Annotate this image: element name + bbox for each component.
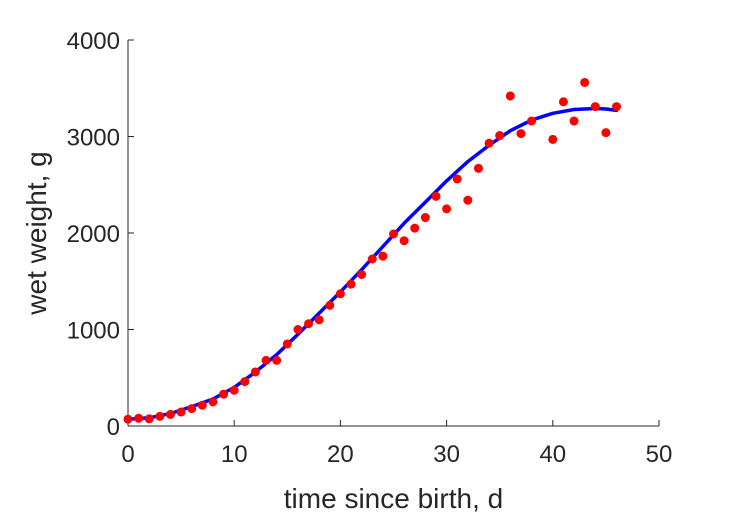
y-tick-label: 1000 bbox=[67, 318, 120, 345]
y-tick-label: 0 bbox=[107, 414, 120, 441]
data-point bbox=[484, 138, 494, 148]
x-axis-label: time since birth, d bbox=[284, 483, 503, 514]
y-tick-label: 3000 bbox=[67, 125, 120, 152]
data-point bbox=[134, 413, 144, 423]
data-point bbox=[219, 389, 229, 399]
data-point bbox=[304, 319, 314, 329]
data-point bbox=[420, 213, 430, 223]
data-point bbox=[325, 300, 335, 310]
data-point bbox=[229, 385, 239, 395]
data-point bbox=[123, 414, 133, 424]
data-point bbox=[335, 289, 345, 299]
data-point bbox=[558, 97, 568, 107]
data-point bbox=[378, 251, 388, 261]
x-tick-label: 40 bbox=[539, 441, 566, 468]
data-point bbox=[367, 254, 377, 264]
data-point bbox=[463, 195, 473, 205]
fit-curve bbox=[126, 106, 619, 421]
data-point bbox=[590, 102, 600, 112]
data-point bbox=[548, 134, 558, 144]
data-point bbox=[208, 397, 218, 407]
data-point bbox=[389, 229, 398, 239]
data-point bbox=[293, 325, 303, 334]
data-point bbox=[165, 409, 175, 419]
y-tick-label: 2000 bbox=[67, 221, 120, 248]
data-point bbox=[197, 400, 207, 410]
data-point bbox=[516, 129, 526, 139]
data-point bbox=[176, 407, 186, 417]
data-point bbox=[399, 236, 409, 246]
data-point bbox=[410, 223, 420, 233]
data-point bbox=[261, 355, 271, 365]
x-tick-label: 50 bbox=[646, 441, 673, 468]
data-points-layer bbox=[123, 77, 622, 424]
data-point bbox=[272, 355, 282, 365]
data-point bbox=[144, 414, 154, 424]
data-point bbox=[452, 174, 462, 184]
data-point bbox=[357, 269, 367, 279]
data-point bbox=[612, 102, 622, 112]
x-tick-label: 0 bbox=[121, 441, 134, 468]
data-point bbox=[580, 77, 590, 87]
data-point bbox=[155, 411, 165, 421]
data-point bbox=[240, 377, 250, 387]
data-point bbox=[282, 339, 292, 349]
data-point bbox=[505, 91, 515, 101]
y-axis-ticks: 0 1000 2000 3000 4000 bbox=[67, 28, 134, 441]
data-point bbox=[442, 204, 452, 214]
data-point bbox=[569, 116, 579, 126]
data-point bbox=[495, 131, 505, 141]
data-point bbox=[314, 315, 324, 325]
data-point bbox=[250, 367, 260, 377]
data-point bbox=[473, 163, 483, 173]
x-tick-label: 30 bbox=[433, 441, 460, 468]
x-axis-ticks: 0 10 20 30 40 50 bbox=[121, 420, 672, 468]
data-point bbox=[346, 279, 356, 289]
x-tick-label: 20 bbox=[327, 441, 354, 468]
x-tick-label: 10 bbox=[221, 441, 248, 468]
fit-curve-layer bbox=[126, 106, 619, 421]
y-axis-label: wet weight, g bbox=[21, 151, 52, 315]
data-point bbox=[601, 128, 611, 138]
y-tick-label: 4000 bbox=[67, 28, 120, 55]
data-point bbox=[527, 116, 537, 126]
data-point bbox=[187, 404, 197, 414]
data-point bbox=[431, 191, 441, 201]
